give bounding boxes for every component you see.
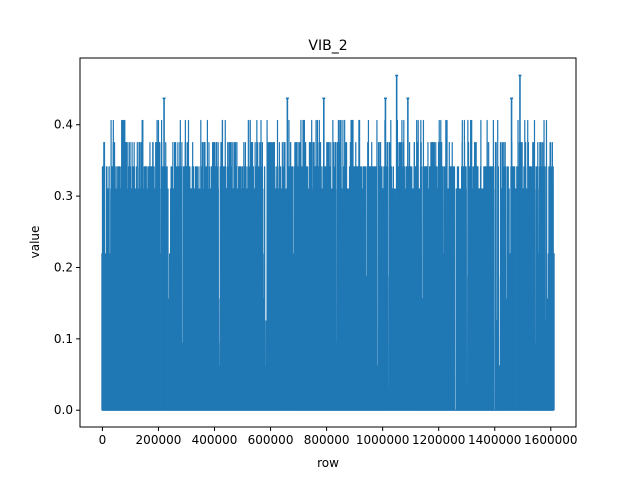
y-axis: 0.0 0.1 0.2 0.3 0.4 [54, 118, 80, 417]
x-tick-label: 600000 [248, 433, 294, 447]
x-tick-label: 0 [99, 433, 107, 447]
y-tick-label: 0.4 [54, 118, 73, 132]
x-tick-label: 1200000 [412, 433, 465, 447]
x-axis: 0 200000 400000 600000 800000 1000000 1200000 1… [99, 427, 578, 447]
plot-area [101, 74, 555, 411]
y-tick-label: 0.0 [54, 403, 73, 417]
x-tick-label: 400000 [192, 433, 238, 447]
y-tick-label: 0.2 [54, 260, 73, 274]
y-tick-label: 0.3 [54, 189, 73, 203]
chart-title: VIB_2 [308, 38, 347, 54]
y-tick-label: 0.1 [54, 332, 73, 346]
x-tick-label: 1400000 [468, 433, 521, 447]
y-axis-label: value [28, 226, 42, 259]
vib-series-line [101, 119, 555, 411]
x-axis-label: row [317, 456, 339, 470]
plot-frame [79, 57, 577, 428]
x-tick-label: 200000 [136, 433, 182, 447]
x-tick-label: 800000 [304, 433, 350, 447]
x-tick-label: 1000000 [356, 433, 409, 447]
x-tick-label: 1600000 [524, 433, 577, 447]
